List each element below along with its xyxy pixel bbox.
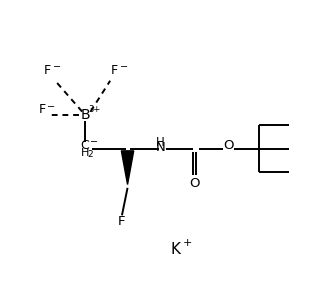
- Text: −: −: [47, 102, 55, 112]
- Text: K: K: [170, 242, 180, 257]
- Text: F: F: [44, 64, 51, 78]
- Text: F: F: [38, 104, 46, 116]
- Text: N: N: [156, 141, 166, 154]
- Text: 3+: 3+: [88, 106, 101, 114]
- Text: −: −: [119, 62, 128, 72]
- Text: 2: 2: [87, 150, 92, 159]
- Text: H: H: [156, 136, 165, 150]
- Text: −: −: [90, 138, 98, 148]
- Text: +: +: [182, 239, 192, 249]
- Text: O: O: [223, 139, 234, 152]
- Text: O: O: [190, 177, 200, 190]
- Text: C: C: [80, 139, 89, 152]
- Polygon shape: [121, 151, 134, 184]
- Text: F: F: [111, 64, 118, 78]
- Text: −: −: [53, 62, 61, 72]
- Text: F: F: [118, 215, 126, 228]
- Text: H: H: [80, 148, 89, 158]
- Text: B: B: [81, 108, 90, 122]
